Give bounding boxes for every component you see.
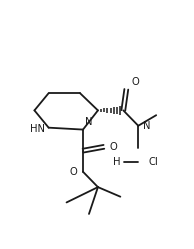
Text: N: N [143, 121, 150, 131]
Text: O: O [70, 167, 78, 177]
Text: O: O [109, 142, 117, 152]
Text: N: N [85, 117, 92, 127]
Text: HN: HN [30, 124, 45, 134]
Text: H: H [113, 157, 120, 167]
Text: Cl: Cl [148, 157, 158, 167]
Text: O: O [132, 77, 139, 87]
